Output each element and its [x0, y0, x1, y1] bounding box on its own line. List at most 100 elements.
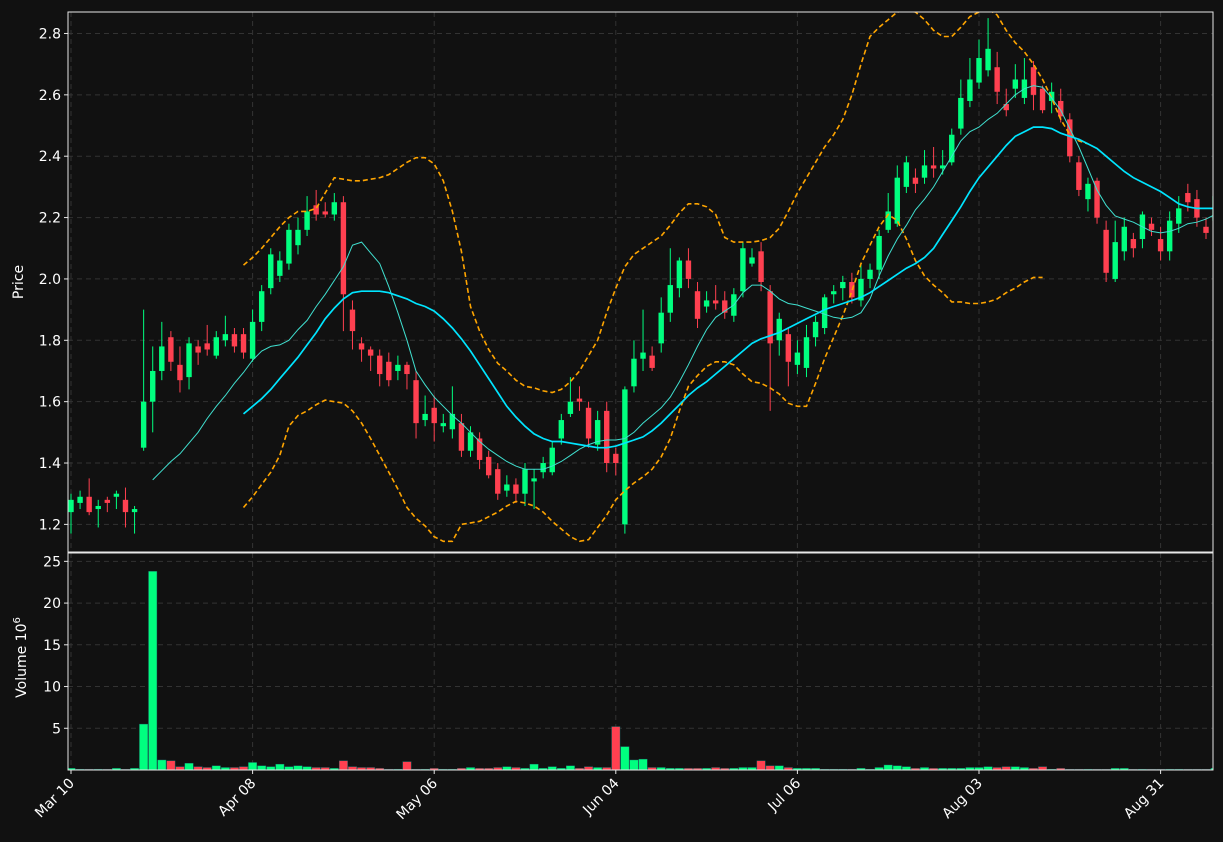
candle-body — [694, 291, 701, 319]
candle-body — [358, 343, 365, 350]
volume-tick-label: 10 — [43, 680, 61, 696]
volume-bar — [920, 767, 929, 770]
volume-bar — [275, 763, 285, 770]
volume-bar — [593, 767, 603, 770]
candle-body — [131, 509, 138, 513]
candle-body — [567, 401, 574, 414]
volume-tick-label: 5 — [52, 721, 61, 737]
volume-bar — [747, 767, 757, 770]
volume-bar — [529, 763, 539, 770]
candle-body — [150, 370, 156, 402]
candle-body — [758, 251, 764, 282]
candle-body — [531, 478, 537, 482]
candle-body — [231, 334, 238, 347]
candle-body — [367, 349, 374, 356]
candle-body — [177, 364, 183, 381]
volume-bar — [148, 571, 158, 770]
candle-body — [722, 300, 728, 313]
volume-bar — [266, 766, 276, 770]
candle-body — [876, 235, 882, 270]
candle-body — [413, 380, 419, 424]
candle-body — [140, 401, 147, 448]
volume-bar — [166, 760, 176, 770]
volume-bar — [892, 765, 902, 770]
candle-body — [958, 97, 964, 129]
candle-body — [340, 202, 347, 295]
candle-body — [77, 496, 83, 503]
candle-body — [240, 334, 247, 353]
volume-bar — [357, 767, 366, 770]
volume-bar — [629, 759, 639, 770]
candle-body — [504, 484, 510, 491]
candle-body — [495, 469, 501, 494]
volume-bar — [656, 767, 666, 770]
candle-body — [967, 79, 973, 101]
volume-bar — [402, 761, 412, 770]
candle-body — [268, 254, 274, 289]
candle-body — [422, 413, 428, 421]
volume-bar — [248, 762, 257, 770]
candle-body — [204, 343, 210, 350]
candle-body — [712, 300, 719, 304]
candle-body — [594, 420, 601, 445]
volume-bar — [293, 765, 303, 770]
volume-bar — [611, 726, 621, 770]
price-panel — [68, 12, 1213, 543]
price-tick-label: 2.6 — [39, 88, 61, 104]
volume-bar — [765, 765, 775, 770]
candle-body — [186, 343, 192, 378]
volume-bar — [511, 767, 521, 770]
price-tick-label: 2.4 — [39, 149, 61, 165]
candle-body — [1121, 226, 1127, 252]
grid-lines — [68, 12, 1213, 770]
volume-bar — [602, 767, 612, 770]
candle-body — [304, 211, 310, 230]
price-frame — [67, 11, 1214, 553]
bollinger-upper-line — [242, 12, 1089, 394]
candle-body — [894, 177, 900, 224]
candle-body — [785, 334, 792, 362]
price-tick-label: 1.2 — [39, 517, 61, 533]
candle-body — [485, 456, 492, 476]
volume-bar — [202, 767, 212, 770]
candle-body — [1166, 220, 1173, 252]
candle-body — [585, 407, 592, 439]
candle-body — [322, 211, 328, 215]
candle-body — [867, 269, 873, 279]
volume-bar — [502, 766, 512, 770]
volume-bar — [883, 764, 893, 770]
candle-body — [431, 407, 437, 424]
candle-body — [522, 469, 528, 494]
candle-body — [513, 484, 519, 494]
candle-body — [803, 337, 810, 368]
candle-body — [1176, 208, 1182, 224]
price-tick-label: 1.8 — [39, 333, 61, 349]
candle-body — [930, 165, 937, 169]
volume-bar — [711, 767, 721, 770]
candle-body — [640, 352, 646, 359]
volume-bar — [466, 767, 475, 770]
volume-bar — [184, 763, 194, 770]
volume-bar — [320, 767, 330, 770]
volume-bar — [302, 766, 312, 770]
volume-bar — [965, 767, 975, 770]
x-tick-label: Apr 08 — [215, 776, 259, 820]
candle-body — [122, 499, 129, 513]
candle-body — [86, 496, 92, 513]
candle-body — [113, 493, 120, 497]
volume-bar — [1020, 767, 1029, 770]
candle-body — [939, 165, 946, 169]
candle-body — [476, 438, 483, 460]
candle-body — [812, 321, 819, 338]
candle-body — [277, 260, 283, 276]
x-tick-label: Aug 03 — [939, 776, 985, 822]
volume-bar — [547, 766, 557, 770]
price-tick-label: 2.0 — [39, 272, 61, 288]
volume-bar — [257, 765, 267, 770]
candle-body — [767, 291, 773, 344]
candle-body — [349, 309, 356, 332]
volume-bar — [566, 765, 575, 770]
price-axis-label: Price — [11, 265, 27, 299]
candle-body — [295, 229, 301, 246]
volume-bar — [584, 766, 593, 770]
